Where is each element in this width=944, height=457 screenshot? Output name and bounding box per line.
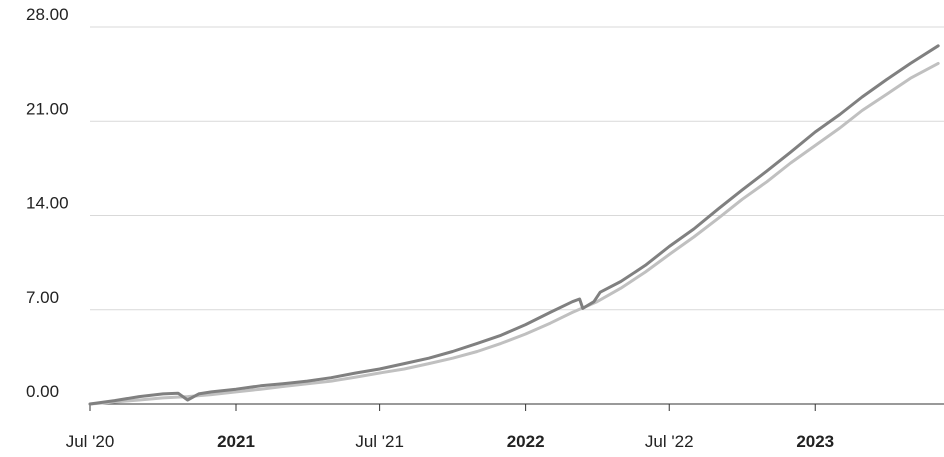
y-tick-label: 0.00	[26, 382, 59, 401]
y-tick-label: 14.00	[26, 194, 69, 213]
y-axis-labels: 0.00 7.00 14.00 21.00 28.00	[26, 5, 69, 401]
y-tick-label: 21.00	[26, 99, 69, 118]
x-tick-label: Jul '20	[66, 432, 115, 451]
series-line-2	[88, 61, 940, 406]
x-axis-ticks: Jul '20 2021 Jul '21 2022 Jul '22 2023	[66, 404, 834, 451]
x-tick-label: 2023	[796, 432, 834, 451]
grid-lines	[90, 26, 944, 311]
y-tick-label: 28.00	[26, 5, 69, 24]
x-tick-label: 2022	[507, 432, 545, 451]
series-line-1	[88, 44, 940, 406]
y-tick-label: 7.00	[26, 288, 59, 307]
x-tick-label: Jul '21	[355, 432, 404, 451]
x-tick-label: 2021	[217, 432, 255, 451]
series-lines	[88, 44, 940, 406]
x-tick-label: Jul '22	[645, 432, 694, 451]
